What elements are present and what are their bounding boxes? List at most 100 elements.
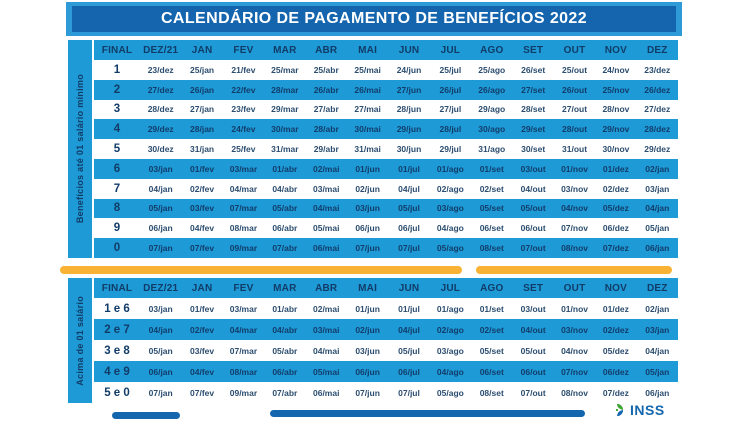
table-body: FINAL DEZ/21 JAN FEV MAR ABR MAI JUN JUL AGO SET OU… [94, 40, 678, 258]
date-cell: 06/set [479, 366, 504, 377]
date-cell: 06/jun [355, 223, 380, 234]
date-cell: 07/out [520, 243, 546, 254]
date-cell: 03/jan [645, 324, 670, 335]
table-row: 4 29/dez 28/jan 24/fev 30/mar 28/abr 30/mai 29/… [94, 119, 678, 139]
date-cell: 07/jan [148, 387, 173, 398]
date-cell: 03/mai [312, 324, 340, 335]
date-cell: 05/dez [602, 203, 629, 214]
month-column-header: SET [523, 282, 544, 294]
month-column-header: MAI [358, 44, 378, 56]
date-cell: 05/jan [148, 345, 173, 356]
date-cell: 01/set [479, 303, 504, 314]
side-label-strip: Acima de 01 salário [68, 278, 92, 403]
date-cell: 23/dez [644, 64, 671, 75]
table-row: 6 03/jan 01/fev 03/mar 01/abr 02/mai 01/jun 01/… [94, 159, 678, 179]
date-cell: 25/nov [602, 84, 630, 95]
date-cell: 04/abr [272, 324, 298, 335]
date-cell: 08/set [479, 387, 504, 398]
date-cell: 05/abr [272, 345, 298, 356]
month-column-header: JUN [398, 44, 420, 56]
date-cell: 05/jan [645, 223, 670, 234]
date-cell: 04/jul [398, 183, 420, 194]
inss-logo: INSS [608, 400, 665, 419]
month-column-header: AGO [480, 44, 504, 56]
final-cell: 5 [113, 143, 121, 156]
date-cell: 30/mar [271, 124, 299, 135]
date-cell: 01/ago [436, 303, 464, 314]
date-cell: 02/jan [645, 163, 670, 174]
final-cell: 3 e 8 [104, 344, 130, 357]
date-cell: 05/set [479, 345, 504, 356]
inss-logo-text: INSS [630, 401, 665, 418]
date-cell: 26/jan [190, 84, 215, 95]
date-cell: 31/mai [354, 144, 381, 155]
date-cell: 26/dez [644, 84, 671, 95]
date-cell: 25/fev [231, 144, 256, 155]
date-cell: 26/abr [313, 84, 339, 95]
date-cell: 27/jan [190, 104, 215, 115]
date-cell: 04/abr [272, 183, 298, 194]
date-cell: 29/jul [439, 144, 462, 155]
date-cell: 06/jun [355, 366, 380, 377]
footer-bar-short [112, 412, 180, 419]
date-cell: 29/ago [478, 104, 506, 115]
month-column-header: JUL [440, 44, 461, 56]
date-cell: 02/mai [312, 303, 340, 314]
date-cell: 03/mai [312, 183, 340, 194]
date-cell: 29/mar [271, 104, 299, 115]
date-cell: 04/mar [229, 324, 258, 335]
date-cell: 06/jan [645, 243, 670, 254]
side-label: Benefícios até 01 salário mínimo [75, 74, 85, 224]
final-cell: 1 [113, 63, 121, 76]
date-cell: 23/dez [147, 64, 174, 75]
date-cell: 03/fev [190, 345, 215, 356]
date-cell: 04/fev [190, 223, 215, 234]
date-cell: 05/mai [312, 366, 340, 377]
date-cell: 03/out [520, 163, 546, 174]
date-cell: 07/dez [602, 387, 629, 398]
table-row: 5 e 0 07/jan 07/fev 09/mar 07/abr 06/mai 07/ju… [94, 382, 678, 403]
date-cell: 25/jan [190, 64, 215, 75]
date-cell: 27/out [562, 104, 588, 115]
date-cell: 07/dez [602, 243, 629, 254]
date-cell: 22/fev [231, 84, 256, 95]
date-cell: 02/mai [312, 163, 340, 174]
date-cell: 31/out [562, 144, 588, 155]
month-column-header: ABR [315, 282, 338, 294]
date-cell: 03/jan [148, 303, 173, 314]
date-cell: 03/mar [229, 163, 258, 174]
date-cell: 02/jan [645, 303, 670, 314]
date-cell: 02/fev [190, 183, 215, 194]
date-cell: 04/jul [398, 324, 420, 335]
final-column-header: FINAL [101, 282, 133, 294]
date-cell: 05/abr [272, 203, 298, 214]
date-cell: 02/set [479, 324, 504, 335]
date-cell: 27/dez [147, 84, 174, 95]
footer-bar-long [270, 410, 585, 417]
date-cell: 03/nov [561, 183, 588, 194]
date-cell: 03/jan [645, 183, 670, 194]
date-cell: 04/mai [312, 203, 340, 214]
date-cell: 27/mai [354, 104, 381, 115]
table-row: 7 04/jan 02/fev 04/mar 04/abr 03/mai 02/jun 04/… [94, 178, 678, 199]
table-body: FINAL DEZ/21 JAN FEV MAR ABR MAI JUN JUL AGO SET OU… [94, 278, 678, 403]
date-cell: 02/set [479, 183, 504, 194]
date-cell: 01/fev [190, 303, 215, 314]
date-cell: 08/nov [561, 387, 588, 398]
table-row: 5 30/dez 31/jan 25/fev 31/mar 29/abr 31/mai 30/… [94, 139, 678, 159]
date-cell: 06/set [479, 223, 504, 234]
month-column-header: MAR [273, 282, 297, 294]
date-cell: 05/jan [148, 203, 173, 214]
date-cell: 05/mai [312, 223, 340, 234]
date-cell: 06/jan [148, 366, 173, 377]
date-cell: 04/jan [645, 203, 670, 214]
date-cell: 03/nov [561, 324, 588, 335]
month-column-header: DEZ/21 [143, 282, 179, 294]
date-cell: 29/dez [644, 144, 671, 155]
date-cell: 03/ago [436, 345, 464, 356]
table-row: 3 e 8 05/jan 03/fev 07/mar 05/abr 04/mai 03/ju… [94, 340, 678, 361]
date-cell: 28/jul [439, 124, 462, 135]
date-cell: 07/mar [229, 345, 258, 356]
date-cell: 30/nov [602, 144, 630, 155]
table-row: 1 e 6 03/jan 01/fev 03/mar 01/abr 02/mai 01/ju… [94, 298, 678, 319]
